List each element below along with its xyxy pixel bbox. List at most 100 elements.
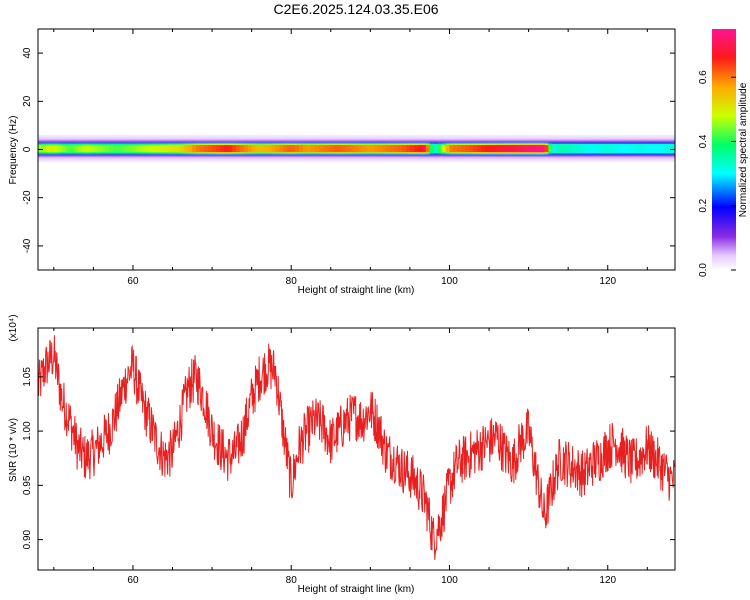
heatmap-cell (485, 137, 490, 139)
heatmap-cell (659, 149, 664, 152)
heatmap-cell (584, 157, 589, 160)
heatmap-cell (93, 155, 98, 158)
heatmap-cell (113, 156, 118, 159)
heatmap-cell (659, 144, 664, 147)
heatmap-cell (295, 155, 300, 158)
heatmap-cell (552, 155, 557, 158)
colorbar-ticks: 0.00.20.40.6 (698, 70, 736, 277)
heatmap-cell (227, 150, 233, 153)
heatmap-cell (299, 155, 304, 158)
heatmap-cell (540, 156, 545, 159)
heatmap-cell (49, 159, 55, 161)
heatmap-cell (299, 143, 304, 145)
heatmap-cell (623, 153, 628, 155)
heatmap-cell (216, 156, 221, 159)
heatmap-cell (465, 154, 470, 156)
heatmap-cell (394, 153, 399, 155)
heatmap-cell (184, 145, 189, 148)
heatmap-cell (500, 142, 506, 144)
heatmap-cell (192, 145, 197, 148)
heatmap-cell (200, 150, 205, 153)
heatmap-cell (413, 138, 419, 141)
heatmap-cell (457, 151, 462, 154)
heatmap-cell (200, 143, 205, 145)
heatmap-cell (469, 144, 474, 147)
heatmap-cell (247, 145, 252, 148)
heatmap-cell (481, 151, 486, 154)
heatmap-cell (346, 145, 351, 148)
heatmap-cell (113, 147, 118, 149)
heatmap-cell (251, 147, 256, 149)
heatmap-cell (152, 153, 157, 155)
heatmap-cell (568, 147, 573, 149)
heatmap-cell (287, 138, 292, 141)
heatmap-cell (326, 154, 332, 156)
heatmap-cell (97, 141, 102, 143)
heatmap-cell (330, 143, 336, 145)
heatmap-cell (311, 147, 316, 149)
heatmap-cell (318, 136, 324, 138)
heatmap-cell (220, 135, 225, 137)
heatmap-cell (168, 135, 173, 137)
heatmap-cell (548, 136, 553, 138)
heatmap-cell (489, 135, 494, 137)
heatmap-cell (457, 159, 462, 161)
heatmap-cell (591, 155, 597, 158)
heatmap-cell (255, 135, 260, 137)
heatmap-cell (524, 147, 529, 149)
heatmap-cell (552, 144, 557, 147)
heatmap-cell (172, 135, 177, 137)
heatmap-cell (184, 157, 189, 160)
heatmap-cell (568, 154, 573, 156)
heatmap-cell (204, 155, 209, 158)
heatmap-cell (591, 151, 597, 154)
heatmap-cell (89, 137, 94, 139)
heatmap-cell (405, 139, 411, 142)
heatmap-cell (129, 142, 134, 144)
heatmap-cell (212, 138, 217, 141)
heatmap-cell (303, 142, 308, 144)
heatmap-cell (140, 157, 146, 160)
heatmap-cell (85, 148, 90, 150)
heatmap-cell (512, 142, 518, 144)
heatmap-cell (580, 157, 585, 160)
heatmap-cell (275, 147, 280, 149)
y-tick-label: -40 (22, 238, 33, 253)
heatmap-cell (374, 151, 379, 154)
heatmap-cell (402, 157, 407, 160)
heatmap-cell (378, 154, 383, 156)
heatmap-cell (121, 144, 126, 147)
heatmap-cell (398, 153, 403, 155)
heatmap-cell (105, 155, 110, 158)
heatmap-cell (251, 160, 256, 162)
heatmap-cell (227, 138, 233, 141)
heatmap-cell (556, 137, 561, 139)
heatmap-cell (485, 144, 490, 147)
heatmap-cell (322, 149, 328, 152)
heatmap-cell (619, 141, 624, 143)
heatmap-cell (390, 145, 395, 148)
heatmap-cell (220, 153, 225, 155)
heatmap-cell (38, 139, 43, 142)
heatmap-cell (500, 154, 506, 156)
heatmap-cell (667, 139, 672, 142)
heatmap-cell (307, 148, 312, 150)
heatmap-cell (402, 153, 407, 155)
heatmap-cell (639, 159, 644, 161)
heatmap-cell (235, 137, 241, 139)
heatmap-cell (184, 136, 189, 138)
heatmap-cell (81, 155, 86, 158)
heatmap-cell (595, 153, 601, 155)
heatmap-cell (603, 145, 609, 148)
heatmap-cell (247, 149, 252, 152)
heatmap-cell (45, 145, 51, 148)
heatmap-cell (437, 156, 442, 159)
heatmap-cell (485, 157, 490, 160)
heatmap-cell (176, 157, 181, 160)
heatmap-cell (255, 151, 260, 154)
heatmap-cell (587, 157, 593, 160)
heatmap-cell (473, 151, 478, 154)
heatmap-cell (639, 157, 644, 160)
heatmap-cell (493, 157, 498, 160)
heatmap-cell (227, 155, 233, 158)
